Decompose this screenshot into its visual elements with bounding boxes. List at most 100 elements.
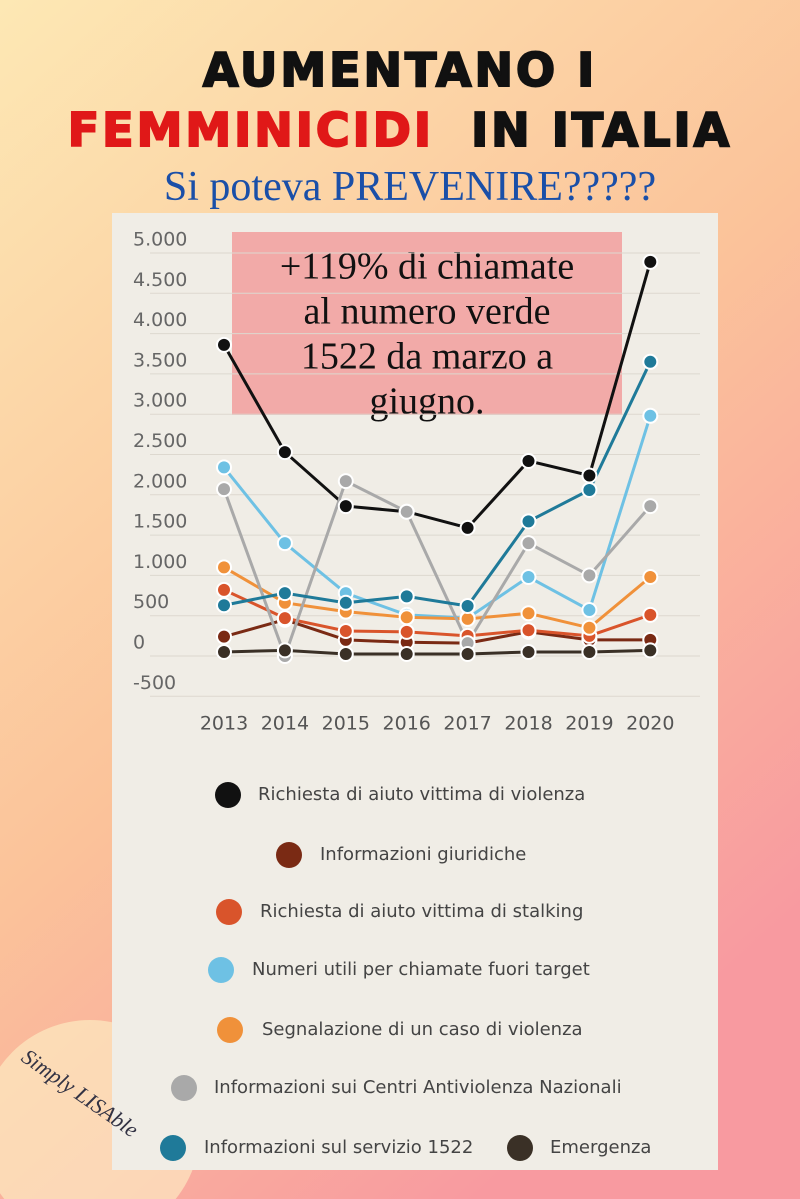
data-point — [398, 623, 415, 640]
data-point — [276, 642, 293, 659]
legend-label: Segnalazione di un caso di violenza — [262, 1019, 583, 1040]
data-point — [642, 569, 659, 586]
legend-label: Numeri utili per chiamate fuori target — [252, 959, 590, 980]
legend-label: Informazioni sui Centri Antiviolenza Naz… — [214, 1077, 622, 1098]
legend-marker — [160, 1135, 186, 1161]
data-point — [642, 253, 659, 270]
data-point — [459, 519, 476, 536]
annotation-line: giugno. — [369, 381, 484, 423]
data-point — [520, 535, 537, 552]
y-tick-label: 4.000 — [133, 309, 187, 331]
title-line-2: FEMMINICIDI IN ITALIA — [68, 103, 733, 157]
series-line — [223, 648, 651, 656]
series-line — [223, 361, 652, 608]
data-point — [337, 594, 354, 611]
data-point — [276, 444, 293, 461]
legend-marker — [208, 957, 234, 983]
y-tick-label: 2.500 — [133, 430, 187, 452]
data-point — [642, 642, 659, 659]
data-point — [216, 628, 232, 645]
x-tick-label: 2015 — [322, 713, 370, 735]
data-point — [337, 623, 354, 640]
data-point — [581, 481, 598, 498]
legend-marker — [217, 1017, 243, 1043]
data-point — [337, 498, 354, 515]
title-line-1: AUMENTANO I — [203, 43, 597, 97]
data-point — [642, 606, 659, 623]
x-tick-label: 2013 — [200, 713, 248, 735]
annotation-line: al numero verde — [304, 291, 551, 333]
series-line — [222, 478, 652, 661]
series-line — [222, 261, 652, 530]
legend-marker — [507, 1135, 533, 1161]
data-point — [520, 452, 537, 469]
legend-marker — [216, 899, 242, 925]
x-tick-label: 2016 — [383, 713, 431, 735]
data-point — [276, 585, 293, 602]
x-tick-label: 2019 — [565, 713, 613, 735]
data-point — [581, 619, 598, 636]
annotation-line: +119% di chiamate — [280, 246, 574, 288]
legend-marker — [276, 842, 302, 868]
data-point — [581, 643, 598, 660]
data-point — [216, 559, 232, 576]
x-tick-label: 2017 — [443, 713, 491, 735]
legend-marker — [215, 782, 241, 808]
data-point — [398, 588, 415, 605]
annotation-box — [232, 232, 622, 415]
data-point — [337, 473, 354, 490]
y-tick-label: 500 — [133, 591, 169, 613]
legend-label: Informazioni sul servizio 1522 — [204, 1137, 473, 1158]
data-point — [520, 513, 537, 530]
title-highlight: FEMMINICIDI — [68, 103, 434, 157]
data-point — [581, 567, 598, 584]
title-rest: IN ITALIA — [471, 103, 732, 157]
data-point — [520, 622, 537, 639]
data-point — [642, 498, 659, 515]
legend-marker — [171, 1075, 197, 1101]
data-point — [276, 535, 293, 552]
data-point — [216, 643, 232, 660]
series-line — [223, 588, 651, 638]
data-point — [642, 353, 659, 370]
data-point — [216, 459, 232, 476]
legend-label: Richiesta di aiuto vittima di violenza — [258, 784, 585, 805]
x-tick-label: 2014 — [261, 713, 309, 735]
y-tick-label: 5.000 — [133, 229, 187, 251]
data-point — [398, 609, 415, 626]
y-tick-label: 2.000 — [133, 470, 187, 492]
y-tick-label: 3.000 — [133, 390, 187, 412]
data-point — [216, 481, 232, 498]
legend-label: Richiesta di aiuto vittima di stalking — [260, 901, 583, 922]
data-point — [276, 610, 293, 627]
data-point — [216, 336, 232, 353]
y-tick-label: 1.500 — [133, 511, 187, 533]
y-tick-label: 0 — [133, 632, 145, 654]
data-point — [216, 597, 232, 614]
legend-label: Informazioni giuridiche — [320, 844, 526, 865]
series-line — [223, 566, 652, 630]
data-point — [581, 602, 598, 619]
data-point — [520, 605, 537, 622]
subtitle: Si poteva PREVENIRE????? — [164, 164, 656, 210]
data-point — [581, 467, 598, 484]
data-point — [337, 645, 354, 662]
data-point — [459, 645, 476, 662]
annotation-line: 1522 da marzo a — [301, 336, 553, 378]
data-point — [398, 645, 415, 662]
data-point — [398, 503, 415, 520]
data-point — [520, 643, 537, 660]
data-point — [459, 598, 476, 615]
series-line — [222, 415, 652, 620]
x-tick-label: 2020 — [626, 713, 674, 735]
y-tick-label: 3.500 — [133, 349, 187, 371]
data-point — [216, 581, 232, 598]
data-point — [520, 569, 537, 586]
data-point — [642, 407, 659, 424]
legend-label: Emergenza — [550, 1137, 651, 1158]
y-tick-label: 1.000 — [133, 551, 187, 573]
x-tick-label: 2018 — [504, 713, 552, 735]
